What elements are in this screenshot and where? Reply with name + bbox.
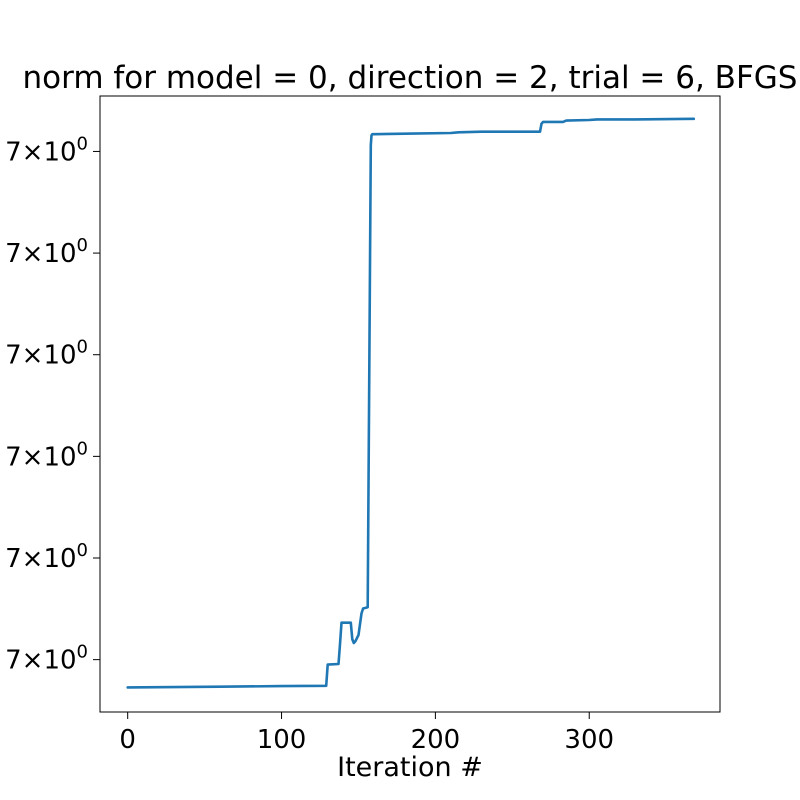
- x-tick-label: 0: [119, 725, 136, 755]
- plot-area: [99, 95, 721, 713]
- y-tick-label: 7×100: [5, 235, 88, 269]
- series-layer: [126, 117, 696, 689]
- y-tick-label: 7×100: [5, 438, 88, 472]
- y-tick-label: 7×100: [5, 337, 88, 371]
- y-axis: 7×100 7×100 7×100 7×100 7×100 7×100: [5, 133, 100, 676]
- y-tick-label: 7×100: [5, 540, 88, 574]
- x-tick-label: 300: [564, 725, 614, 755]
- x-tick-label: 200: [411, 725, 461, 755]
- chart-title: norm for model = 0, direction = 2, trial…: [23, 60, 798, 96]
- y-tick-label: 7×100: [5, 133, 88, 167]
- y-tick-label: 7×100: [5, 642, 88, 676]
- series-line: [126, 117, 696, 689]
- x-axis-label: Iteration #: [337, 752, 483, 783]
- x-axis: 0 100 200 300: [119, 712, 614, 755]
- x-tick-label: 100: [257, 725, 307, 755]
